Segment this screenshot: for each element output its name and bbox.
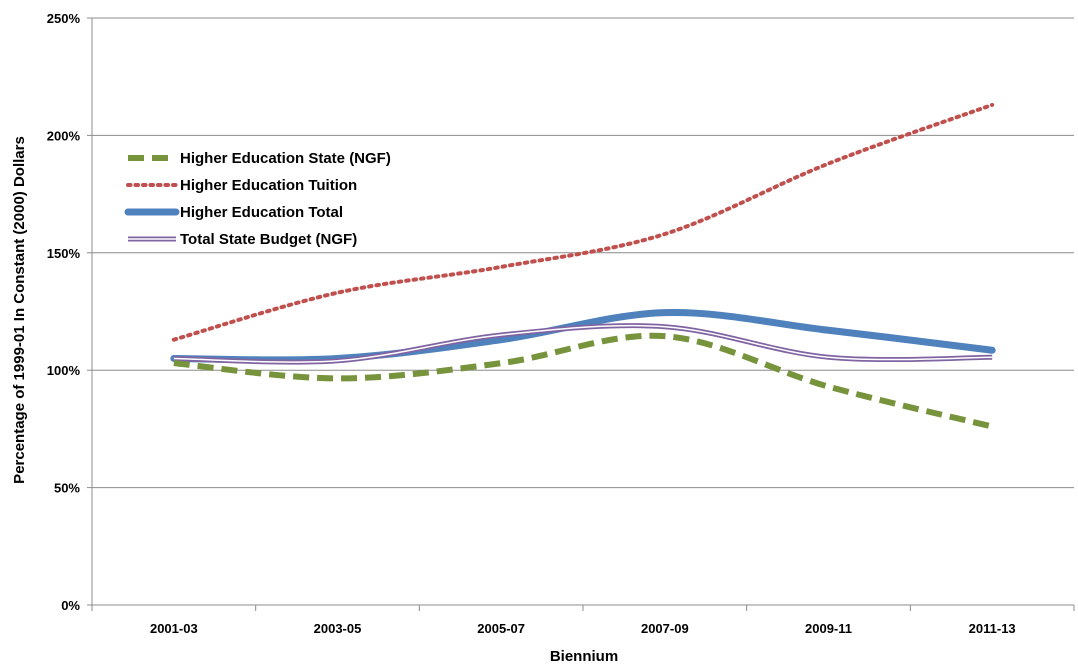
- legend-label: Higher Education State (NGF): [180, 150, 391, 167]
- legend-item: Higher Education Total: [124, 204, 343, 221]
- x-tick-label: 2007-09: [641, 621, 689, 636]
- y-tick-label: 0%: [61, 598, 80, 613]
- series-line: [170, 309, 996, 364]
- series-2: [170, 309, 996, 364]
- series-1: [171, 102, 995, 342]
- y-axis-title: Percentage of 1999-01 In Constant (2000)…: [11, 136, 28, 484]
- legend-item: Total State Budget (NGF): [128, 231, 357, 248]
- series-line-inner: [173, 324, 993, 363]
- legend-label: Higher Education Tuition: [180, 177, 357, 194]
- x-tick-label: 2003-05: [314, 621, 362, 636]
- axes: 0% 50% 100% 150% 200% 250% 2001-03 2003-05 2005-…: [47, 11, 1075, 636]
- series-lines: [170, 102, 996, 430]
- legend-item: Higher Education State (NGF): [128, 150, 391, 167]
- x-axis-title: Biennium: [550, 648, 618, 665]
- y-tick-label: 100%: [47, 363, 81, 378]
- legend-label: Total State Budget (NGF): [180, 231, 357, 248]
- y-tick-label: 200%: [47, 128, 81, 143]
- y-tick-label: 50%: [54, 481, 80, 496]
- series-0: [173, 332, 993, 430]
- legend-item: Higher Education Tuition: [126, 177, 357, 194]
- series-line: [171, 102, 995, 342]
- series-line: [173, 332, 993, 430]
- x-tick-label: 2005-07: [477, 621, 525, 636]
- y-tick-label: 150%: [47, 246, 81, 261]
- x-tick-label: 2001-03: [150, 621, 198, 636]
- x-tick-label: 2011-13: [969, 621, 1016, 636]
- y-tick-label: 250%: [47, 11, 81, 26]
- series-3: [173, 323, 993, 365]
- legend: Higher Education State (NGF) Higher Educa…: [124, 150, 391, 248]
- x-tick-label: 2009-11: [805, 621, 852, 636]
- legend-label: Higher Education Total: [180, 204, 343, 221]
